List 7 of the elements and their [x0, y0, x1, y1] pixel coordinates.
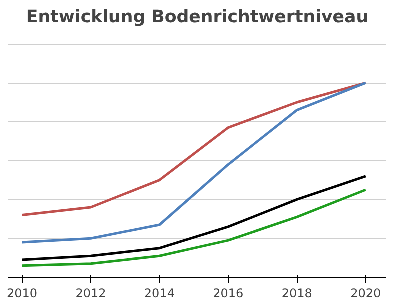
x-tick-label: 2012	[76, 286, 106, 300]
x-tick-label: 2020	[350, 286, 382, 300]
x-tick-label: 2010	[6, 286, 38, 300]
x-tick-label: 2014	[144, 286, 175, 300]
chart-title: Entwicklung Bodenrichtwertniveau	[26, 8, 369, 28]
x-tick-label: 2018	[282, 286, 312, 300]
x-tick-label: 2016	[213, 286, 244, 300]
